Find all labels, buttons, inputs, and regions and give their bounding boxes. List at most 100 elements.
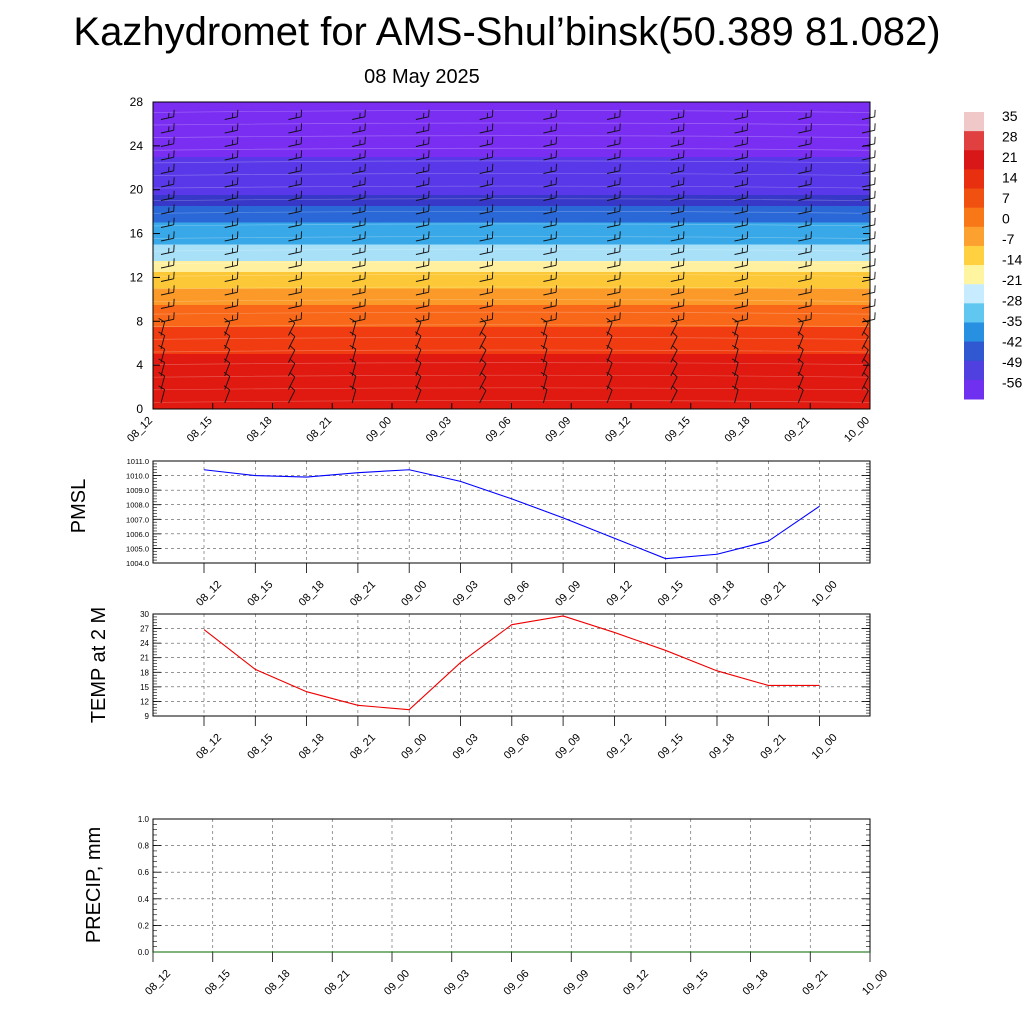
heatmap-x-tick-label: 09_18 bbox=[723, 415, 753, 445]
wind-barb-shaft bbox=[798, 305, 812, 309]
panel-3-x-tick-label: 09_09 bbox=[561, 968, 591, 998]
wind-barb-shaft bbox=[160, 335, 166, 350]
wind-barb-shaft bbox=[606, 362, 613, 377]
wind-barb-shaft bbox=[352, 318, 365, 323]
colorbar-label: -14 bbox=[1002, 252, 1022, 268]
wind-barb-feather bbox=[289, 358, 296, 364]
wind-barb-shaft bbox=[734, 389, 739, 404]
wind-barb-feather bbox=[415, 385, 422, 391]
heatmap-x-tick-label: 08_18 bbox=[245, 415, 275, 445]
wind-barb-shaft bbox=[670, 278, 684, 282]
contour-line bbox=[152, 147, 871, 151]
wind-barb-shaft bbox=[670, 251, 684, 255]
panel-1-x-tick-label: 09_18 bbox=[707, 579, 737, 609]
wind-barb-feather bbox=[797, 358, 804, 364]
wind-barb-shaft bbox=[415, 170, 429, 174]
wind-barb-shaft bbox=[670, 376, 678, 390]
wind-barb-shaft bbox=[415, 322, 422, 336]
wind-barb-shaft bbox=[224, 376, 231, 390]
panel-2-y-tick-label: 27 bbox=[140, 625, 149, 634]
wind-barb-shaft bbox=[798, 291, 812, 296]
wind-barb-shaft bbox=[797, 376, 804, 390]
wind-barb-feather bbox=[797, 371, 804, 377]
wind-barb-shaft bbox=[734, 156, 748, 161]
wind-barb-shaft bbox=[288, 143, 302, 147]
wind-barb-feather bbox=[480, 331, 487, 337]
heatmap-x-tick-label: 09_15 bbox=[663, 415, 693, 445]
wind-barb-shaft bbox=[670, 129, 684, 134]
wind-barb-shaft bbox=[670, 264, 684, 269]
heatmap-x-tick-label: 09_21 bbox=[782, 415, 812, 445]
wind-barb-shaft bbox=[351, 362, 357, 377]
wind-barb-shaft bbox=[861, 183, 875, 188]
panel-2-y-tick-label: 12 bbox=[140, 697, 149, 706]
wind-barb-shaft bbox=[542, 321, 548, 336]
wind-barb-shaft bbox=[288, 278, 302, 282]
wind-barb-shaft bbox=[415, 224, 429, 228]
wind-barb-shaft bbox=[670, 156, 684, 161]
wind-barb-shaft bbox=[288, 183, 302, 188]
wind-barb-shaft bbox=[861, 224, 875, 228]
wind-barb-shaft bbox=[479, 264, 493, 269]
heatmap-y-tick-label: 0 bbox=[136, 402, 143, 416]
wind-barb-shaft bbox=[861, 322, 869, 336]
wind-barb-shaft bbox=[479, 305, 493, 309]
contour-line bbox=[152, 135, 871, 138]
heatmap-x-tick-label: 09_06 bbox=[484, 415, 514, 445]
contour-line bbox=[152, 324, 871, 328]
panel-1-x-tick-label: 09_12 bbox=[604, 579, 634, 609]
wind-barb-shaft bbox=[734, 375, 739, 390]
colorbar-swatch bbox=[964, 245, 984, 266]
wind-barb-shaft bbox=[351, 321, 357, 336]
wind-barb-shaft bbox=[351, 335, 357, 350]
panel-2-x-tick-label: 09_21 bbox=[758, 732, 788, 762]
wind-barb-shaft bbox=[606, 278, 620, 282]
wind-barb-shaft bbox=[670, 318, 684, 323]
wind-barb-shaft bbox=[734, 278, 748, 282]
wind-barb-feather bbox=[606, 385, 613, 391]
heatmap-y-tick-label: 20 bbox=[130, 183, 144, 197]
wind-barb-shaft bbox=[606, 129, 620, 134]
wind-barb-feather bbox=[862, 371, 869, 378]
wind-barb-shaft bbox=[415, 197, 429, 201]
contour-line bbox=[152, 337, 871, 340]
wind-barb-shaft bbox=[670, 143, 684, 147]
wind-barb-feather bbox=[671, 358, 678, 364]
wind-barb-feather bbox=[606, 317, 613, 323]
panel-3-y-tick-label: 0.8 bbox=[138, 842, 150, 851]
wind-barb-shaft bbox=[479, 291, 493, 296]
panel-3-y-tick-label: 0.0 bbox=[138, 948, 150, 957]
wind-barb-shaft bbox=[288, 322, 296, 336]
wind-barb-feather bbox=[671, 371, 678, 378]
panel-1-y-tick-label: 1005.0 bbox=[126, 544, 149, 553]
wind-barb-shaft bbox=[543, 183, 557, 188]
wind-barb-shaft bbox=[288, 156, 302, 161]
contour-line bbox=[152, 349, 871, 353]
wind-barb-shaft bbox=[415, 349, 422, 363]
wind-barb-shaft bbox=[288, 210, 302, 215]
colorbar-label: 0 bbox=[1002, 211, 1010, 227]
wind-barb-feather bbox=[223, 371, 231, 377]
wind-barb-shaft bbox=[734, 224, 748, 228]
wind-barb-shaft bbox=[606, 224, 620, 228]
colorbar-swatch bbox=[964, 284, 984, 304]
wind-barb-shaft bbox=[606, 264, 620, 269]
wind-barb-shaft bbox=[160, 170, 174, 174]
wind-barb-feather bbox=[480, 358, 487, 364]
panel-1-x-tick-label: 10_00 bbox=[810, 579, 840, 609]
wind-barb-shaft bbox=[160, 197, 174, 201]
wind-barb-shaft bbox=[160, 210, 174, 215]
heatmap-x-tick-label: 10_00 bbox=[842, 415, 872, 445]
colorbar-swatch bbox=[964, 188, 984, 209]
wind-barb-shaft bbox=[479, 390, 487, 404]
wind-barb-shaft bbox=[797, 349, 804, 363]
wind-barb-shaft bbox=[734, 264, 748, 269]
wind-barb-shaft bbox=[288, 291, 302, 296]
wind-barb-feather bbox=[223, 358, 231, 364]
wind-barb-shaft bbox=[352, 116, 365, 120]
heatmap-y-tick-label: 28 bbox=[130, 95, 144, 109]
wind-barb-shaft bbox=[798, 318, 812, 323]
wind-barb-shaft bbox=[670, 170, 684, 174]
panel-1-x-tick-label: 08_15 bbox=[245, 579, 275, 609]
wind-barb-shaft bbox=[224, 210, 238, 215]
